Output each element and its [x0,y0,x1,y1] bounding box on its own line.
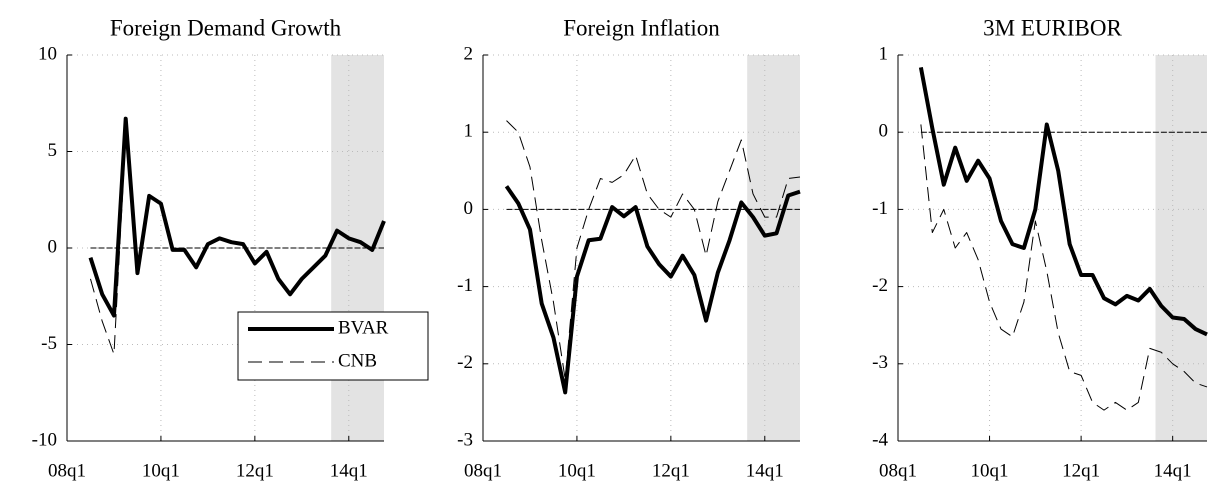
y-tick-label: -3 [872,352,888,373]
y-tick-label: 2 [464,43,474,64]
y-tick-label: -2 [872,275,888,296]
x-tick-label: 08q1 [48,460,86,481]
chart-title: 3M EURIBOR [983,15,1122,40]
x-tick-label: 08q1 [879,460,917,481]
x-tick-label: 10q1 [142,460,180,481]
y-tick-label: -1 [872,198,888,219]
forecast-shade [1155,55,1207,441]
chart-title: Foreign Inflation [563,15,720,40]
y-tick-label: -10 [32,429,57,450]
legend-box [237,311,429,381]
y-tick-label: -2 [457,352,473,373]
y-tick-label: 0 [879,121,889,142]
x-tick-label: 14q1 [330,460,368,481]
x-tick-label: 12q1 [236,460,274,481]
y-tick-label: 0 [464,198,474,219]
y-tick-label: -5 [41,333,57,354]
x-tick-label: 10q1 [971,460,1009,481]
chart-title: Foreign Demand Growth [110,15,342,40]
x-tick-label: 12q1 [652,460,690,481]
y-tick-label: -3 [457,429,473,450]
y-tick-label: -4 [872,429,888,450]
x-tick-label: 10q1 [558,460,596,481]
legend-label: BVAR [338,317,389,338]
y-tick-label: 0 [48,236,58,257]
x-tick-label: 14q1 [1154,460,1192,481]
y-tick-label: 1 [464,121,474,142]
y-tick-label: 1 [879,43,889,64]
series-line [918,66,1208,337]
y-tick-label: 5 [48,140,58,161]
y-tick-label: 10 [38,43,57,64]
series-line [920,124,1208,411]
forecast-shade [747,55,800,441]
y-tick-label: -1 [457,275,473,296]
legend-label: CNB [338,350,377,371]
x-tick-label: 08q1 [464,460,502,481]
x-tick-label: 12q1 [1062,460,1100,481]
x-tick-label: 14q1 [746,460,784,481]
series-line [89,135,385,355]
series-line [506,120,801,380]
series-line [504,185,801,395]
